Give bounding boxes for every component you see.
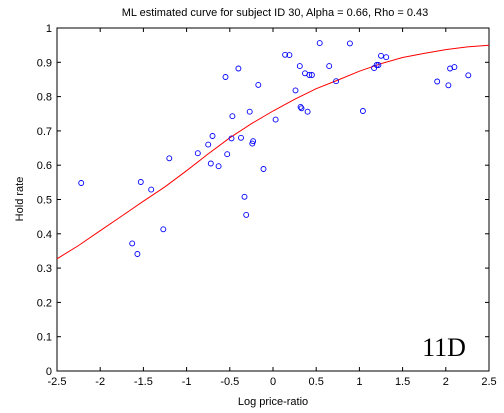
data-point <box>229 113 236 120</box>
y-tick-label: 0.9 <box>37 57 52 69</box>
y-tick-label: 0 <box>46 366 52 378</box>
x-tick-label: 0.5 <box>309 376 324 388</box>
data-point <box>78 180 85 186</box>
x-tick-label: -1.5 <box>134 376 153 388</box>
y-tick-label: 0.3 <box>37 263 52 275</box>
x-tick-label: -1 <box>182 376 192 388</box>
x-tick-label: -2.5 <box>48 376 67 388</box>
data-point <box>215 163 222 170</box>
chart-title: ML estimated curve for subject ID 30, Al… <box>122 7 429 19</box>
data-point <box>241 193 248 200</box>
data-point <box>359 108 366 114</box>
data-point <box>205 141 212 148</box>
y-tick-label: 0.7 <box>37 126 52 138</box>
data-point <box>378 52 384 59</box>
y-tick-label: 0.5 <box>37 195 52 207</box>
data-point <box>194 150 201 157</box>
data-point <box>304 108 311 115</box>
data-points <box>78 40 472 257</box>
data-point <box>297 103 304 110</box>
plot-area <box>56 27 490 372</box>
data-point <box>222 74 229 80</box>
data-point <box>224 151 231 158</box>
y-tick-label: 0.6 <box>37 160 52 172</box>
data-point <box>246 108 253 115</box>
y-tick-label: 0.4 <box>37 229 52 241</box>
data-point <box>346 40 353 47</box>
data-point <box>272 116 279 123</box>
data-point <box>238 134 244 141</box>
x-axis-label: Log price-ratio <box>238 396 308 408</box>
data-point <box>260 166 267 172</box>
y-tick-label: 0.2 <box>37 297 52 309</box>
data-point <box>316 40 323 47</box>
data-point <box>306 72 313 78</box>
data-point <box>434 78 441 85</box>
data-point <box>373 62 380 68</box>
x-axis: -2.5 -2 -1.5 -1 -0.5 0 0.5 1 1.5 2 2.5 <box>48 28 497 388</box>
data-point <box>255 81 262 88</box>
data-point <box>209 133 216 139</box>
x-tick-label: -2 <box>95 376 105 388</box>
data-point <box>282 51 289 58</box>
y-tick-label: 0.1 <box>37 332 52 344</box>
data-point <box>298 105 305 112</box>
data-point <box>129 240 136 247</box>
x-tick-label: 1.5 <box>395 376 410 388</box>
data-point <box>308 72 315 78</box>
data-point <box>292 87 299 94</box>
x-tick-label: 1 <box>356 376 362 388</box>
figure-label: 11D <box>422 333 466 362</box>
data-point <box>250 138 257 145</box>
data-point <box>383 54 390 61</box>
x-tick-label: 2.5 <box>481 376 496 388</box>
y-axis: 0 0.1 0.2 0.3 0.4 0.5 0.6 0.7 0.8 0.9 1 <box>37 23 489 378</box>
data-point <box>333 78 340 85</box>
x-tick-label: -0.5 <box>220 376 239 388</box>
data-point <box>134 251 141 257</box>
y-tick-label: 0.8 <box>37 92 52 104</box>
data-point <box>451 64 458 71</box>
data-point <box>137 179 144 185</box>
data-point <box>375 62 382 68</box>
data-point <box>148 186 155 193</box>
data-point <box>228 135 235 142</box>
data-point <box>286 52 293 59</box>
x-tick-label: 2 <box>443 376 449 388</box>
data-point <box>296 63 303 70</box>
y-tick-label: 1 <box>46 23 52 35</box>
fitted-curve-line <box>56 44 490 260</box>
data-point <box>445 82 452 89</box>
data-point <box>235 65 242 72</box>
data-point <box>160 226 167 233</box>
data-point <box>166 155 173 162</box>
y-axis-label: Hold rate <box>14 177 26 222</box>
data-point <box>243 211 250 218</box>
x-tick-label: 0 <box>270 376 276 388</box>
data-point <box>326 63 333 70</box>
data-point <box>207 160 214 167</box>
data-point <box>465 72 472 79</box>
